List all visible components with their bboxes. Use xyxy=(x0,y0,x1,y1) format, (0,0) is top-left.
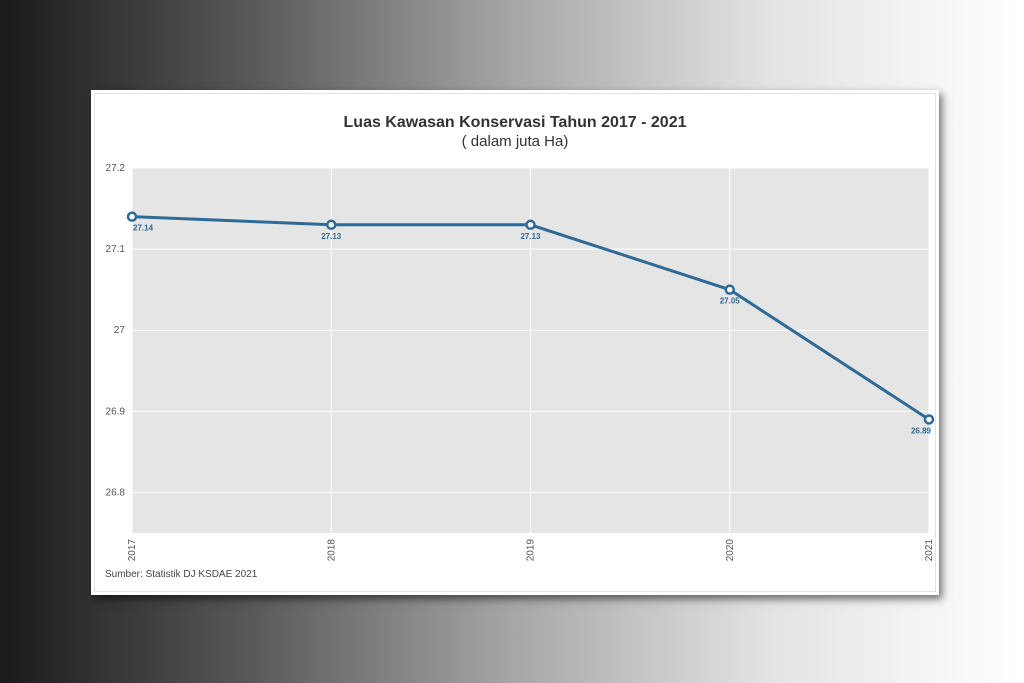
data-point-2018 xyxy=(326,219,337,231)
data-point-2020 xyxy=(724,284,735,295)
data-point-2017 xyxy=(126,211,138,222)
chart-title: Luas Kawasan Konservasi Tahun 2017 - 202… xyxy=(343,114,687,131)
y-tick-label: 27.2 xyxy=(106,163,126,174)
data-label-2017: 27.14 xyxy=(133,224,154,233)
data-label-2021: 26.89 xyxy=(911,426,932,435)
y-tick-label: 26.8 xyxy=(106,487,126,498)
y-tick-label: 27.1 xyxy=(106,244,126,255)
data-label-2018: 27.13 xyxy=(321,232,342,241)
line-chart: 26.8 26.9 27 27.1 27.2 2017 2018 2019 2020 2021 27… xyxy=(106,163,935,562)
y-tick-label: 27 xyxy=(114,325,126,336)
data-point-2019 xyxy=(525,219,536,231)
chart-frame xyxy=(94,93,936,592)
x-tick-label: 2020 xyxy=(725,539,736,562)
y-tick-label: 26.9 xyxy=(106,406,126,417)
x-tick-label: 2017 xyxy=(127,539,138,562)
chart-card: Luas Kawasan Konservasi Tahun 2017 - 202… xyxy=(91,90,939,595)
x-tick-label: 2018 xyxy=(326,539,337,562)
x-tick-label: 2019 xyxy=(526,539,537,562)
x-tick-label: 2021 xyxy=(924,539,935,562)
data-label-2020: 27.05 xyxy=(720,297,741,306)
chart-source: Sumber: Statistik DJ KSDAE 2021 xyxy=(105,569,258,580)
data-point-2021 xyxy=(923,414,935,425)
chart-subtitle: ( dalam juta Ha) xyxy=(461,133,569,150)
data-label-2019: 27.13 xyxy=(520,232,541,241)
